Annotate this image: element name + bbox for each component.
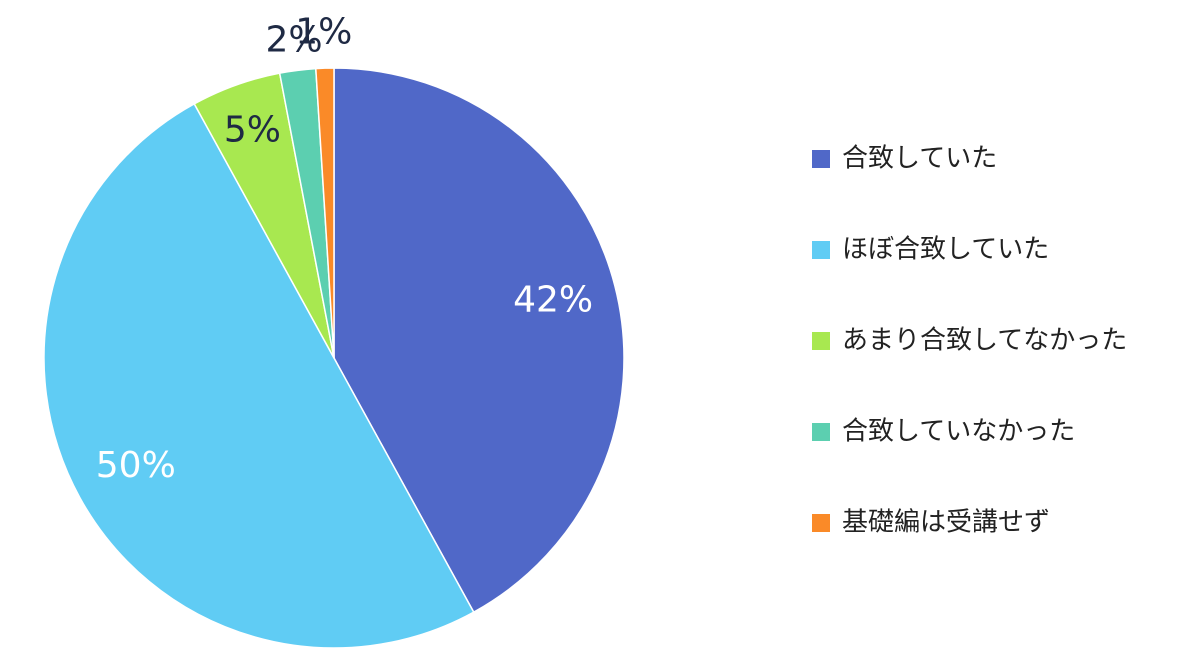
pie-slice bbox=[333, 67, 625, 614]
legend-label: あまり合致してなかった bbox=[842, 326, 1127, 356]
legend-swatch bbox=[812, 514, 830, 532]
legend-label: 基礎編は受講せず bbox=[842, 508, 1050, 538]
legend-label: 合致していなかった bbox=[842, 417, 1075, 447]
pie-slice bbox=[43, 102, 475, 649]
legend-label: 合致していた bbox=[842, 144, 997, 174]
legend-swatch bbox=[812, 423, 830, 441]
data-label: 42% bbox=[513, 280, 593, 321]
data-label: 2% bbox=[265, 20, 322, 61]
legend-swatch bbox=[812, 241, 830, 259]
pie-slice bbox=[314, 67, 335, 359]
data-label: 1% bbox=[295, 11, 352, 52]
data-label: 5% bbox=[224, 110, 281, 151]
legend-label: ほぼ合致していた bbox=[842, 235, 1049, 265]
legend-swatch bbox=[812, 150, 830, 168]
data-label: 50% bbox=[96, 445, 176, 486]
legend-swatch bbox=[812, 332, 830, 350]
